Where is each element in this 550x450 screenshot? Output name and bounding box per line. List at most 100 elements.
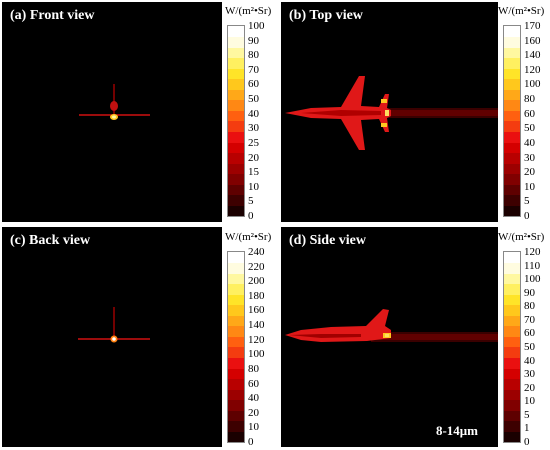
colorbar-tick-label: 10 bbox=[248, 180, 259, 193]
colorbar-cell bbox=[504, 294, 520, 306]
colorbar-cell bbox=[228, 389, 244, 401]
panel-title: (a) Front view bbox=[10, 8, 95, 23]
colorbar-cell bbox=[504, 205, 520, 217]
colorbar-cell bbox=[228, 152, 244, 164]
colorbar-cell bbox=[504, 420, 520, 432]
front-view-image bbox=[79, 84, 150, 120]
colorbar-cell bbox=[504, 262, 520, 274]
colorbar-tick-label: 70 bbox=[248, 63, 259, 76]
colorbar-tick-label: 120 bbox=[248, 333, 265, 346]
colorbar-cell bbox=[228, 89, 244, 101]
colorbar-cell bbox=[228, 347, 244, 359]
colorbar-cell bbox=[504, 163, 520, 175]
colorbar-tick-label: 60 bbox=[524, 327, 535, 340]
colorbar-cell bbox=[228, 194, 244, 206]
colorbar-cell bbox=[228, 142, 244, 154]
colorbar-cell bbox=[504, 252, 520, 264]
colorbar-cell bbox=[228, 336, 244, 348]
colorbar-cell bbox=[504, 89, 520, 101]
panel-title: (c) Back view bbox=[10, 233, 91, 248]
side-view-image bbox=[285, 309, 498, 342]
colorbar-cell bbox=[228, 262, 244, 274]
colorbar-cell bbox=[228, 252, 244, 264]
colorbar-tick-label: 10 bbox=[524, 180, 535, 193]
colorbar-cell bbox=[504, 121, 520, 133]
colorbar-tick-label: 70 bbox=[524, 313, 535, 326]
colorbar-tick-label: 100 bbox=[524, 78, 541, 91]
colorbar-cell bbox=[504, 26, 520, 38]
colorbar-tick-label: 20 bbox=[524, 166, 535, 179]
colorbar-cell bbox=[504, 99, 520, 111]
colorbar-tick-label: 50 bbox=[248, 93, 259, 106]
colorbar-cell bbox=[228, 121, 244, 133]
panel-title: (d) Side view bbox=[289, 233, 366, 248]
colorbar-cell bbox=[228, 368, 244, 380]
colorbar-back bbox=[227, 251, 245, 443]
colorbar-cell bbox=[504, 378, 520, 390]
colorbar-tick-label: 40 bbox=[524, 136, 535, 149]
colorbar-tick-label: 40 bbox=[248, 107, 259, 120]
colorbar-tick-label: 80 bbox=[524, 93, 535, 106]
colorbar-tick-label: 5 bbox=[524, 195, 530, 208]
colorbar-cell bbox=[504, 325, 520, 337]
colorbar-tick-label: 100 bbox=[248, 348, 265, 361]
colorbar-tick-label: 140 bbox=[524, 49, 541, 62]
colorbar-tick-label: 50 bbox=[524, 341, 535, 353]
colorbar-tick-label: 0 bbox=[248, 210, 254, 222]
colorbar-cell bbox=[228, 205, 244, 217]
colorbar-tick-label: 170 bbox=[524, 20, 541, 32]
band-label: 8-14μm bbox=[435, 423, 478, 438]
colorbar-tick-label: 160 bbox=[248, 304, 265, 317]
colorbar-unit-label: W/(m²•Sr) bbox=[498, 231, 545, 243]
colorbar-tick-label: 200 bbox=[248, 275, 265, 288]
colorbar-tick-label: 30 bbox=[524, 368, 535, 381]
colorbar-cell bbox=[504, 131, 520, 143]
colorbar-cell bbox=[228, 131, 244, 143]
colorbar-unit-label: W/(m²•Sr) bbox=[225, 5, 272, 17]
colorbar-cell bbox=[504, 410, 520, 422]
colorbar-tick-label: 80 bbox=[248, 49, 259, 62]
colorbar-cell bbox=[504, 173, 520, 185]
colorbar-cell bbox=[504, 78, 520, 90]
colorbar-tick-label: 0 bbox=[524, 210, 530, 222]
colorbar-tick-label: 40 bbox=[248, 392, 259, 405]
colorbar-tick-label: 180 bbox=[248, 289, 265, 302]
colorbar-cell bbox=[504, 283, 520, 295]
back-view-image bbox=[78, 307, 150, 343]
colorbar-tick-label: 140 bbox=[248, 319, 265, 332]
colorbar-tick-label: 240 bbox=[248, 246, 265, 258]
colorbar-tick-label: 90 bbox=[248, 34, 259, 47]
colorbar-cell bbox=[228, 410, 244, 422]
colorbar-cell bbox=[504, 57, 520, 69]
colorbar-cell bbox=[504, 431, 520, 443]
colorbar-top bbox=[503, 25, 521, 217]
colorbar-cell bbox=[504, 399, 520, 411]
colorbar-tick-label: 0 bbox=[248, 436, 254, 448]
colorbar-cell bbox=[228, 283, 244, 295]
colorbar-tick-label: 20 bbox=[524, 381, 535, 394]
colorbar-tick-label: 60 bbox=[248, 78, 259, 91]
colorbar-tick-label: 100 bbox=[248, 20, 265, 32]
panel-back-view: (c) Back view bbox=[2, 227, 222, 447]
colorbar-tick-label: 25 bbox=[248, 136, 259, 149]
colorbar-tick-label: 30 bbox=[524, 151, 535, 164]
colorbar-tick-label: 80 bbox=[248, 362, 259, 375]
colorbar-cell bbox=[228, 99, 244, 111]
colorbar-cell bbox=[504, 304, 520, 316]
panel-title: (b) Top view bbox=[289, 8, 363, 23]
colorbar-cell bbox=[504, 47, 520, 59]
colorbar-cell bbox=[228, 47, 244, 59]
colorbar-cell bbox=[228, 68, 244, 80]
colorbar-tick-label: 20 bbox=[248, 406, 259, 419]
colorbar-cell bbox=[504, 36, 520, 48]
panel-side-view: (d) Side view 8-14μm bbox=[281, 227, 498, 447]
colorbar-cell bbox=[228, 420, 244, 432]
colorbar-tick-label: 100 bbox=[524, 273, 541, 286]
colorbar-side bbox=[503, 251, 521, 443]
colorbar-tick-label: 160 bbox=[524, 34, 541, 47]
colorbar-tick-label: 5 bbox=[524, 408, 530, 421]
colorbar-tick-label: 5 bbox=[248, 195, 254, 208]
colorbar-tick-label: 110 bbox=[524, 259, 541, 272]
colorbar-front bbox=[227, 25, 245, 217]
colorbar-cell bbox=[504, 357, 520, 369]
